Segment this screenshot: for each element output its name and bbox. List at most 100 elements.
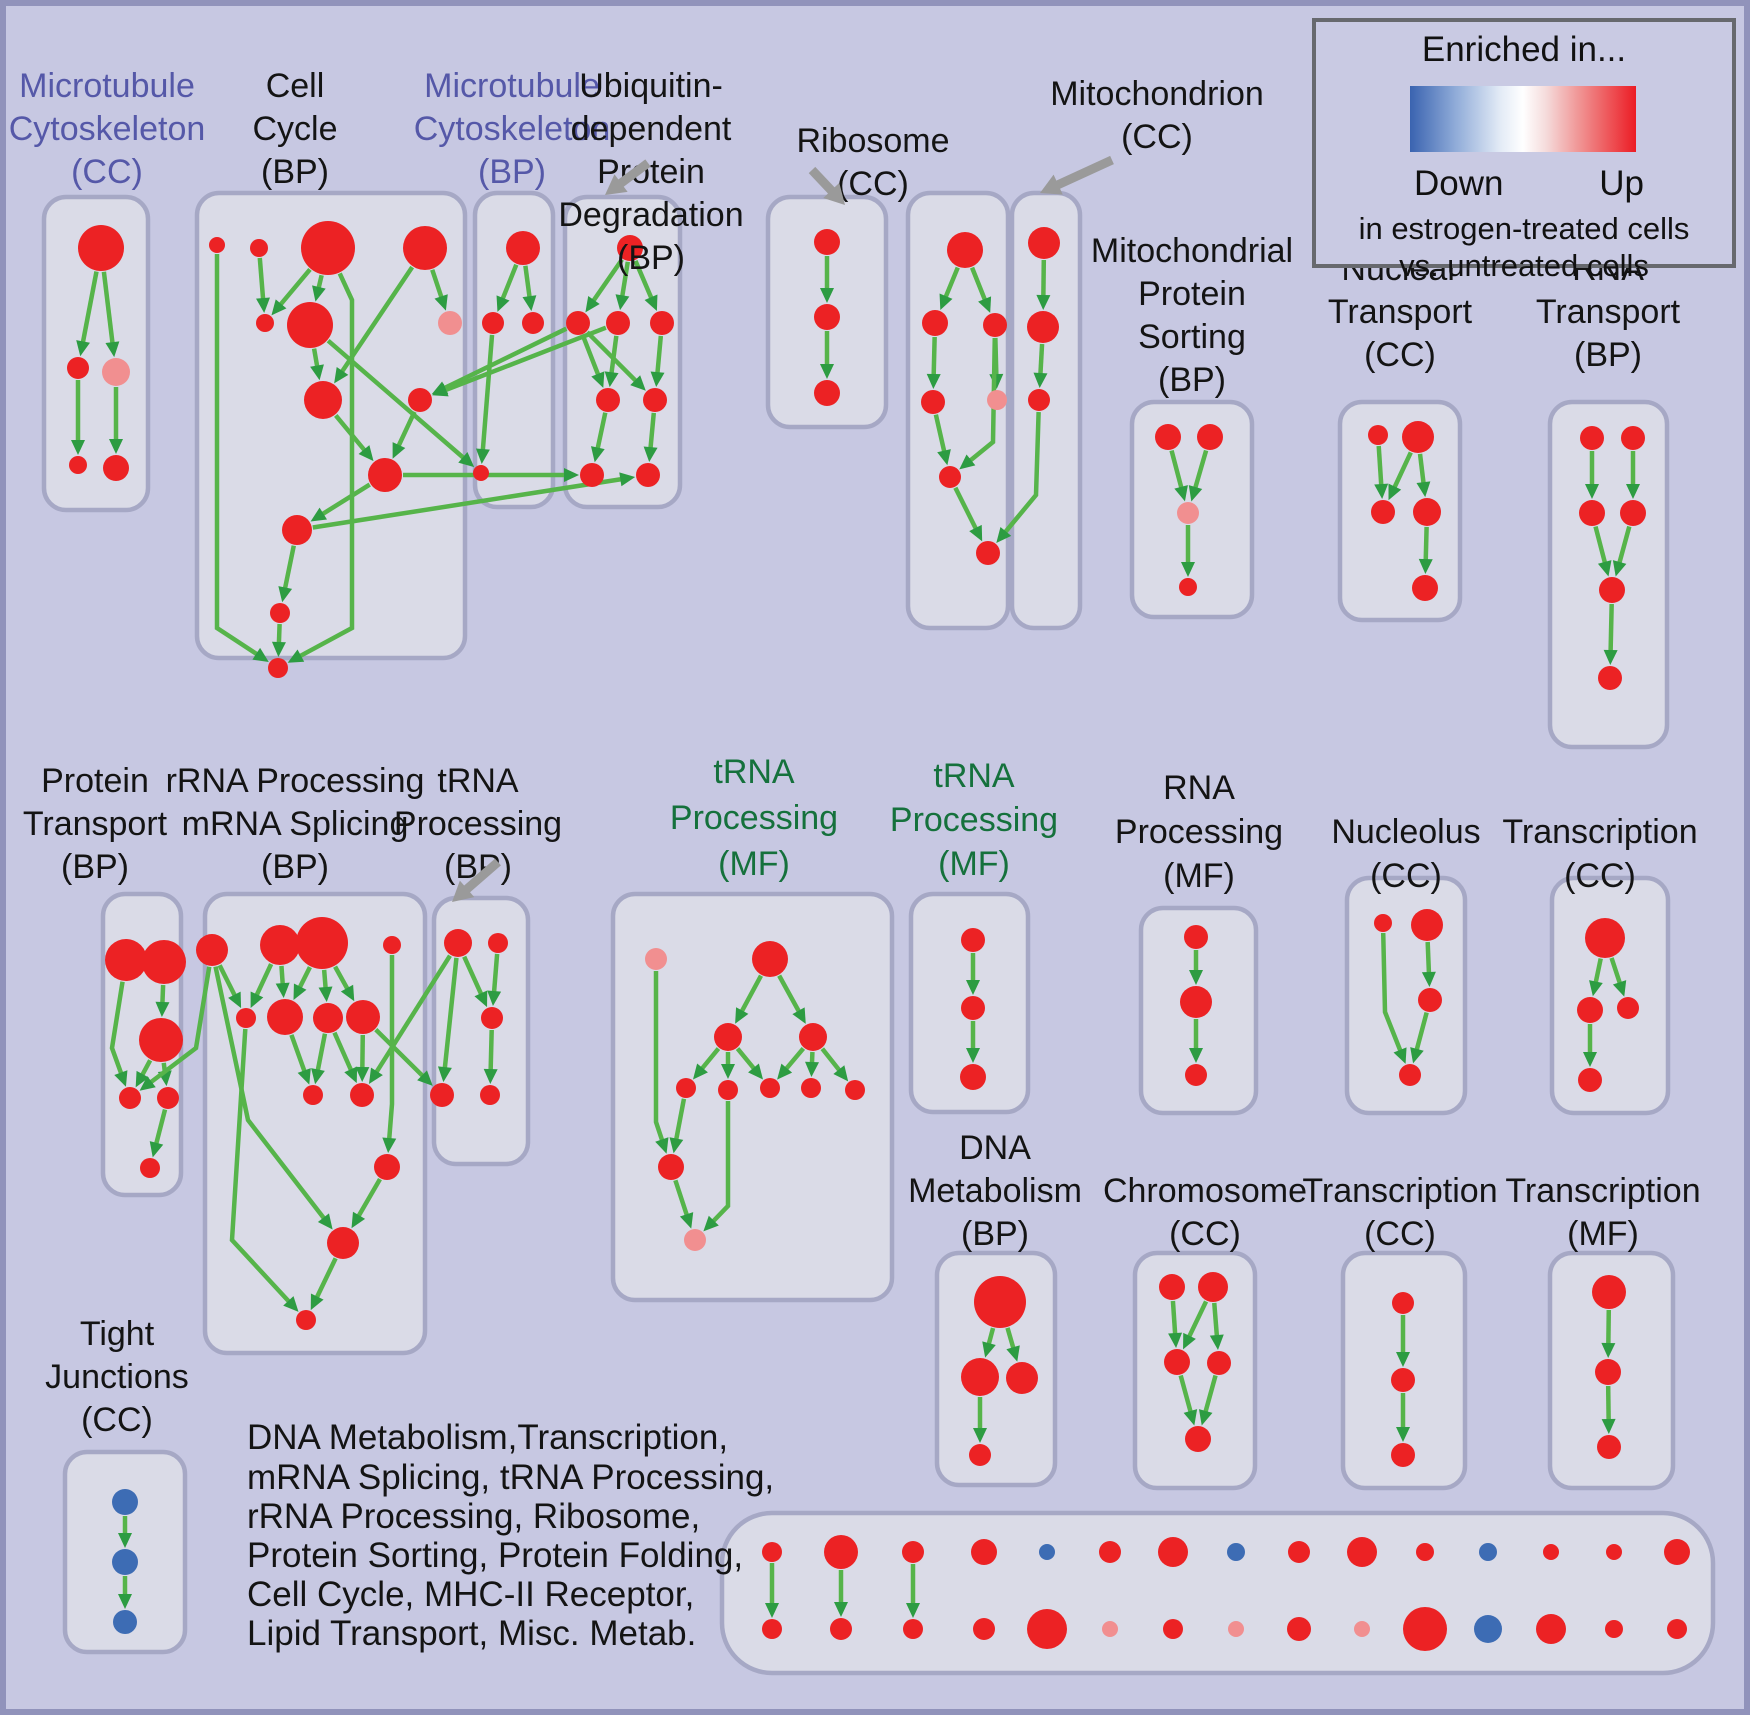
go-term-node[interactable] [1155,424,1181,450]
go-term-node[interactable] [961,996,985,1020]
go-term-node[interactable] [1392,1292,1414,1314]
go-term-node[interactable] [684,1229,706,1251]
go-term-node[interactable] [1028,227,1060,259]
go-term-node[interactable] [260,925,300,965]
go-term-node[interactable] [1102,1621,1118,1637]
go-term-node[interactable] [438,311,462,335]
go-term-node[interactable] [346,1000,380,1034]
go-term-node[interactable] [112,1549,138,1575]
go-term-node[interactable] [650,311,674,335]
go-term-node[interactable] [714,1023,742,1051]
go-term-node[interactable] [1198,1272,1228,1302]
go-term-node[interactable] [1620,500,1646,526]
go-term-node[interactable] [327,1227,359,1259]
go-term-node[interactable] [1664,1539,1690,1565]
go-term-node[interactable] [296,1310,316,1330]
go-term-node[interactable] [444,929,472,957]
go-term-node[interactable] [814,229,840,255]
go-term-node[interactable] [830,1618,852,1640]
go-term-node[interactable] [987,390,1007,410]
go-term-node[interactable] [1028,389,1050,411]
go-term-node[interactable] [78,225,124,271]
go-term-node[interactable] [676,1078,696,1098]
go-term-node[interactable] [304,381,342,419]
go-term-node[interactable] [368,458,402,492]
go-term-node[interactable] [922,310,948,336]
go-term-node[interactable] [1403,1607,1447,1651]
go-term-node[interactable] [102,358,130,386]
go-term-node[interactable] [506,231,540,265]
go-term-node[interactable] [482,312,504,334]
go-term-node[interactable] [480,1085,500,1105]
go-term-node[interactable] [1543,1544,1559,1560]
go-term-node[interactable] [1667,1619,1687,1639]
go-term-node[interactable] [1347,1537,1377,1567]
go-term-node[interactable] [1399,1064,1421,1086]
go-term-node[interactable] [947,232,983,268]
go-term-node[interactable] [643,388,667,412]
go-term-node[interactable] [270,603,290,623]
go-term-node[interactable] [313,1003,343,1033]
go-term-node[interactable] [1418,988,1442,1012]
go-term-node[interactable] [236,1008,256,1028]
go-term-node[interactable] [983,313,1007,337]
go-term-node[interactable] [1287,1617,1311,1641]
go-term-node[interactable] [1227,1543,1245,1561]
go-term-node[interactable] [1184,925,1208,949]
go-term-node[interactable] [1027,1609,1067,1649]
go-term-node[interactable] [799,1023,827,1051]
go-term-node[interactable] [814,380,840,406]
go-term-node[interactable] [1578,1068,1602,1092]
go-term-node[interactable] [961,928,985,952]
go-term-node[interactable] [1598,666,1622,690]
go-term-node[interactable] [209,237,225,253]
go-term-node[interactable] [1039,1544,1055,1560]
go-term-node[interactable] [1580,426,1604,450]
go-term-node[interactable] [1006,1362,1038,1394]
go-term-node[interactable] [801,1078,821,1098]
go-term-node[interactable] [1179,578,1197,596]
go-term-node[interactable] [606,311,630,335]
go-term-node[interactable] [971,1539,997,1565]
go-term-node[interactable] [1416,1543,1434,1561]
go-term-node[interactable] [112,1489,138,1515]
go-term-node[interactable] [1177,502,1199,524]
go-term-node[interactable] [760,1078,780,1098]
go-term-node[interactable] [973,1618,995,1640]
go-term-node[interactable] [960,1064,986,1090]
go-term-node[interactable] [296,917,348,969]
go-term-node[interactable] [250,239,268,257]
go-term-node[interactable] [103,455,129,481]
go-term-node[interactable] [303,1085,323,1105]
go-term-node[interactable] [488,933,508,953]
go-term-node[interactable] [481,1007,503,1029]
go-term-node[interactable] [903,1619,923,1639]
go-term-node[interactable] [1577,997,1603,1023]
go-term-node[interactable] [566,311,590,335]
go-term-node[interactable] [522,312,544,334]
go-term-node[interactable] [1185,1064,1207,1086]
go-term-node[interactable] [119,1087,141,1109]
go-term-node[interactable] [1099,1541,1121,1563]
go-term-node[interactable] [969,1444,991,1466]
go-term-node[interactable] [1402,421,1434,453]
go-term-node[interactable] [1197,424,1223,450]
go-term-node[interactable] [1228,1621,1244,1637]
go-term-node[interactable] [1391,1443,1415,1467]
go-term-node[interactable] [157,1087,179,1109]
go-term-node[interactable] [1164,1349,1190,1375]
go-term-node[interactable] [1371,500,1395,524]
go-term-node[interactable] [268,658,288,678]
go-term-node[interactable] [1474,1615,1502,1643]
go-term-node[interactable] [580,463,604,487]
go-term-node[interactable] [67,357,89,379]
go-term-node[interactable] [1599,577,1625,603]
go-term-node[interactable] [762,1542,782,1562]
go-term-node[interactable] [1606,1544,1622,1560]
go-term-node[interactable] [658,1154,684,1180]
go-term-node[interactable] [1411,909,1443,941]
go-term-node[interactable] [408,388,432,412]
go-term-node[interactable] [902,1541,924,1563]
go-term-node[interactable] [1412,575,1438,601]
go-term-node[interactable] [1374,914,1392,932]
